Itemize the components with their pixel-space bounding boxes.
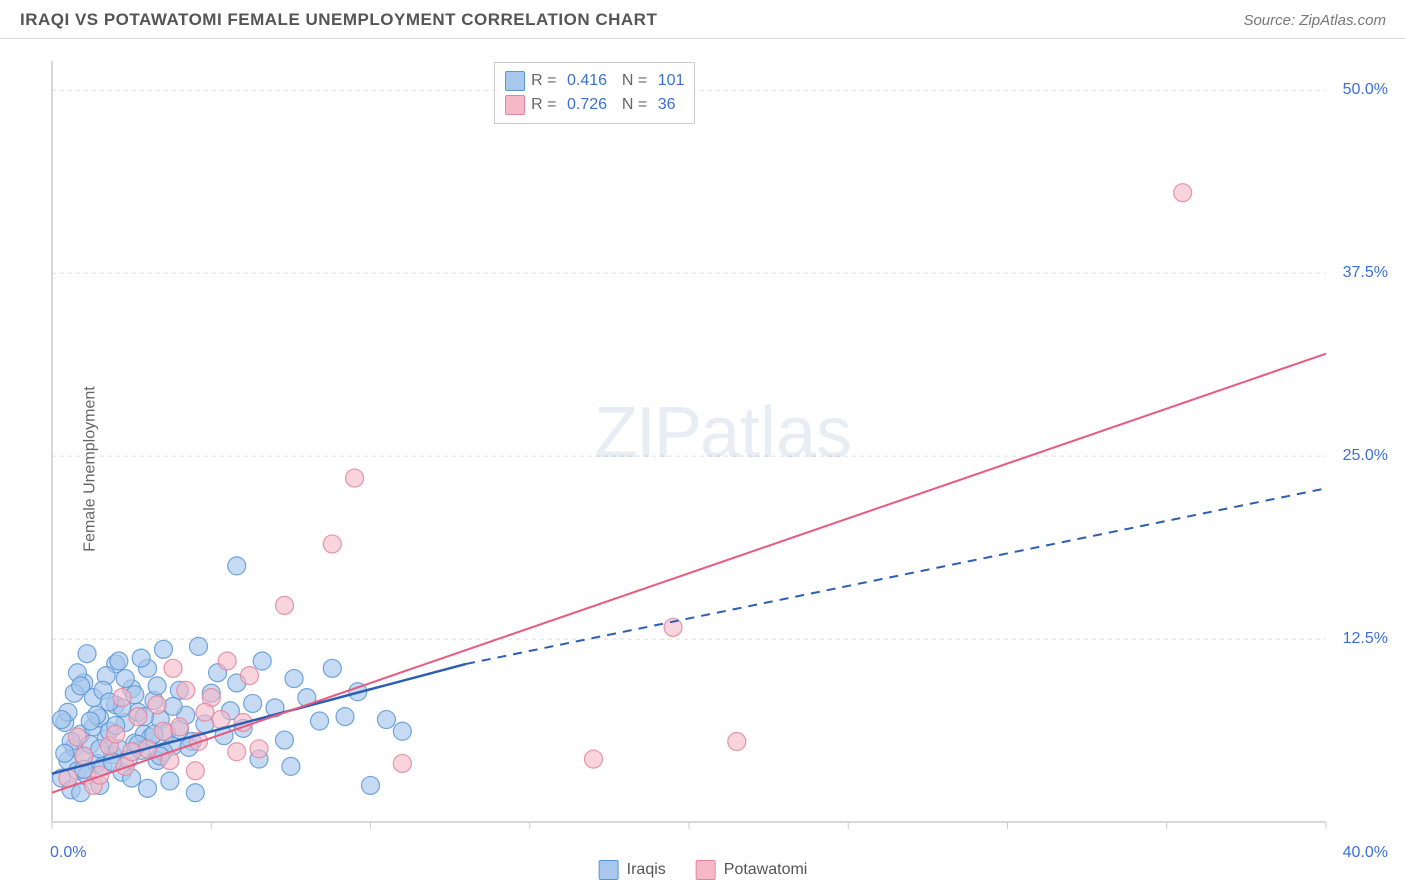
legend-item: Potawatomi [696, 860, 808, 880]
x-tick-label: 40.0% [1343, 844, 1388, 862]
legend-swatch [696, 860, 716, 880]
r-value: 0.416 [567, 69, 607, 93]
legend-swatch [505, 95, 525, 115]
source-attribution: Source: ZipAtlas.com [1243, 12, 1386, 29]
n-value: 101 [658, 69, 685, 93]
y-tick-label: 37.5% [1343, 264, 1388, 282]
legend-label: Potawatomi [724, 861, 808, 879]
correlation-legend: R = 0.416 N = 101R = 0.726 N = 36 [494, 62, 695, 124]
y-tick-label: 50.0% [1343, 81, 1388, 99]
legend-stat-row: R = 0.416 N = 101 [505, 69, 684, 93]
legend-item: Iraqis [599, 860, 666, 880]
legend-stat-row: R = 0.726 N = 36 [505, 93, 684, 117]
r-value: 0.726 [567, 93, 607, 117]
legend-label: Iraqis [627, 861, 666, 879]
chart-header: IRAQI VS POTAWATOMI FEMALE UNEMPLOYMENT … [0, 0, 1406, 39]
plot-area: ZIPatlas R = 0.416 N = 101R = 0.726 N = … [50, 56, 1396, 842]
n-value: 36 [658, 93, 676, 117]
chart-title: IRAQI VS POTAWATOMI FEMALE UNEMPLOYMENT … [20, 10, 657, 30]
legend-swatch [505, 71, 525, 91]
series-legend: Iraqis Potawatomi [599, 860, 808, 880]
chart-container: Female Unemployment ZIPatlas R = 0.416 N… [0, 46, 1406, 892]
legend-swatch [599, 860, 619, 880]
y-tick-label: 12.5% [1343, 630, 1388, 648]
scatter-plot-svg [50, 56, 1396, 842]
x-tick-label: 0.0% [50, 844, 86, 862]
y-tick-label: 25.0% [1343, 447, 1388, 465]
